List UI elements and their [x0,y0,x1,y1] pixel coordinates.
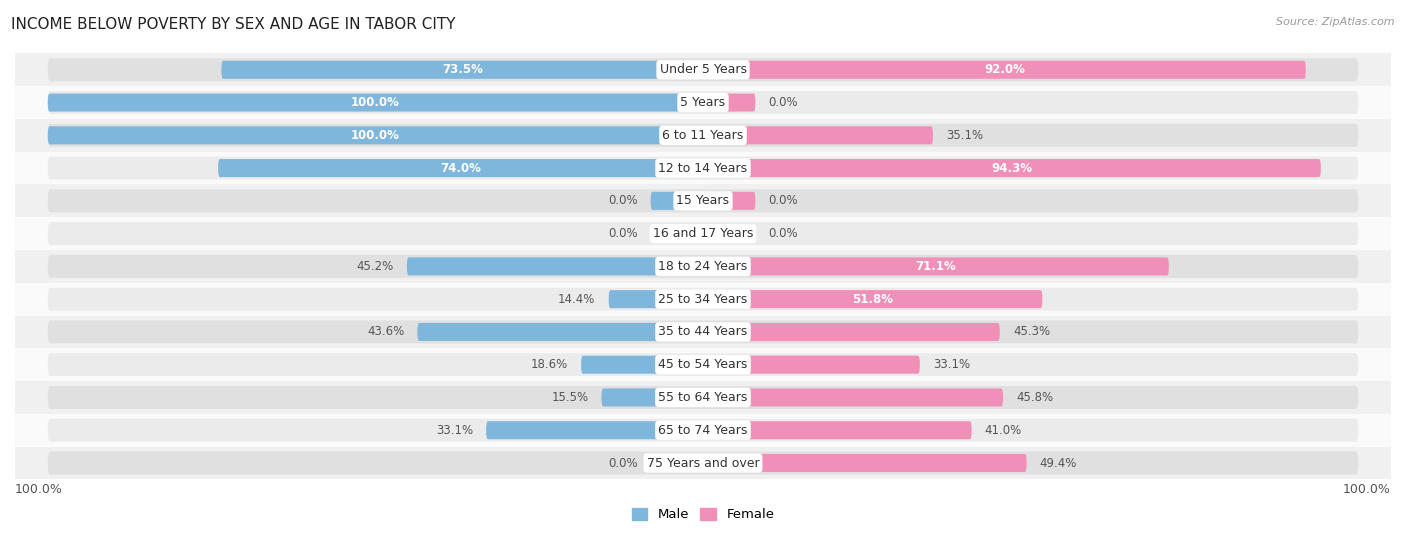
Bar [15,381,1391,414]
FancyBboxPatch shape [703,225,755,243]
Text: 18.6%: 18.6% [531,358,568,371]
Text: 73.5%: 73.5% [441,63,482,76]
Text: 35 to 44 Years: 35 to 44 Years [658,325,748,339]
FancyBboxPatch shape [703,290,1042,308]
FancyBboxPatch shape [48,386,1358,409]
FancyBboxPatch shape [703,421,972,439]
Text: 45.2%: 45.2% [357,260,394,273]
FancyBboxPatch shape [48,222,1358,245]
FancyBboxPatch shape [48,353,1358,376]
FancyBboxPatch shape [703,388,1002,406]
Text: 45.8%: 45.8% [1017,391,1053,404]
Text: 71.1%: 71.1% [915,260,956,273]
Text: 16 and 17 Years: 16 and 17 Years [652,227,754,240]
FancyBboxPatch shape [609,290,703,308]
Text: 35.1%: 35.1% [946,129,983,142]
FancyBboxPatch shape [48,124,1358,147]
Text: 100.0%: 100.0% [352,129,399,142]
FancyBboxPatch shape [48,418,1358,442]
FancyBboxPatch shape [418,323,703,341]
Bar [15,86,1391,119]
Text: 18 to 24 Years: 18 to 24 Years [658,260,748,273]
FancyBboxPatch shape [703,126,934,145]
FancyBboxPatch shape [48,255,1358,278]
FancyBboxPatch shape [221,61,703,79]
FancyBboxPatch shape [581,355,703,374]
Bar [15,446,1391,479]
Text: 0.0%: 0.0% [769,194,799,208]
FancyBboxPatch shape [48,157,1358,180]
Bar [15,152,1391,185]
Legend: Male, Female: Male, Female [631,508,775,521]
FancyBboxPatch shape [48,126,703,145]
Text: 100.0%: 100.0% [352,96,399,109]
FancyBboxPatch shape [703,159,1320,177]
FancyBboxPatch shape [703,61,1306,79]
Text: 45 to 54 Years: 45 to 54 Years [658,358,748,371]
Text: Source: ZipAtlas.com: Source: ZipAtlas.com [1277,17,1395,27]
FancyBboxPatch shape [48,94,703,112]
FancyBboxPatch shape [218,159,703,177]
Text: 6 to 11 Years: 6 to 11 Years [662,129,744,142]
FancyBboxPatch shape [48,288,1358,311]
FancyBboxPatch shape [48,189,1358,213]
Text: 74.0%: 74.0% [440,162,481,175]
Text: 33.1%: 33.1% [436,424,472,437]
Text: 15.5%: 15.5% [551,391,588,404]
Text: 14.4%: 14.4% [558,292,596,306]
Bar [15,283,1391,316]
FancyBboxPatch shape [48,320,1358,343]
Text: 15 Years: 15 Years [676,194,730,208]
Text: 49.4%: 49.4% [1040,456,1077,469]
Text: 41.0%: 41.0% [984,424,1022,437]
Text: 75 Years and over: 75 Years and over [647,456,759,469]
Bar [15,316,1391,348]
FancyBboxPatch shape [48,451,1358,474]
FancyBboxPatch shape [602,388,703,406]
FancyBboxPatch shape [703,454,1026,472]
Text: 55 to 64 Years: 55 to 64 Years [658,391,748,404]
Text: 100.0%: 100.0% [15,483,63,496]
Bar [15,217,1391,250]
Text: 0.0%: 0.0% [769,96,799,109]
FancyBboxPatch shape [651,225,703,243]
FancyBboxPatch shape [651,192,703,210]
Text: 92.0%: 92.0% [984,63,1025,76]
Bar [15,414,1391,446]
Text: 5 Years: 5 Years [681,96,725,109]
Text: 0.0%: 0.0% [607,194,637,208]
FancyBboxPatch shape [651,454,703,472]
Text: 100.0%: 100.0% [1343,483,1391,496]
Text: 65 to 74 Years: 65 to 74 Years [658,424,748,437]
Text: 94.3%: 94.3% [991,162,1032,175]
Text: 25 to 34 Years: 25 to 34 Years [658,292,748,306]
Text: 12 to 14 Years: 12 to 14 Years [658,162,748,175]
Bar [15,119,1391,152]
Text: 51.8%: 51.8% [852,292,893,306]
FancyBboxPatch shape [486,421,703,439]
Text: INCOME BELOW POVERTY BY SEX AND AGE IN TABOR CITY: INCOME BELOW POVERTY BY SEX AND AGE IN T… [11,17,456,32]
Bar [15,185,1391,217]
FancyBboxPatch shape [703,94,755,112]
FancyBboxPatch shape [48,91,1358,114]
Text: 0.0%: 0.0% [607,227,637,240]
FancyBboxPatch shape [703,257,1168,276]
Text: 0.0%: 0.0% [769,227,799,240]
Bar [15,250,1391,283]
Text: 43.6%: 43.6% [367,325,404,339]
Text: 0.0%: 0.0% [607,456,637,469]
Bar [15,348,1391,381]
Text: Under 5 Years: Under 5 Years [659,63,747,76]
Text: 45.3%: 45.3% [1012,325,1050,339]
FancyBboxPatch shape [48,58,1358,81]
FancyBboxPatch shape [703,192,755,210]
Bar [15,54,1391,86]
FancyBboxPatch shape [703,355,920,374]
Text: 33.1%: 33.1% [934,358,970,371]
FancyBboxPatch shape [406,257,703,276]
FancyBboxPatch shape [703,323,1000,341]
